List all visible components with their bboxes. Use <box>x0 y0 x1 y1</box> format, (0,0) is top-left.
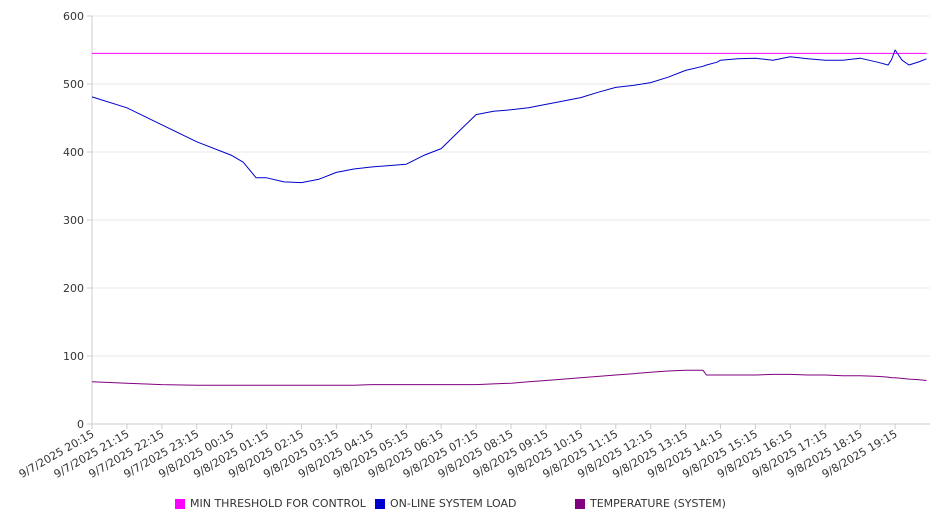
legend-label-online-load: ON-LINE SYSTEM LOAD <box>390 497 517 510</box>
y-tick-label-300: 300 <box>63 214 84 227</box>
legend: MIN THRESHOLD FOR CONTROL ON-LINE SYSTEM… <box>0 497 946 515</box>
legend-swatch-online-load <box>375 498 385 509</box>
y-tick-label-200: 200 <box>63 282 84 295</box>
legend-item-min-threshold[interactable]: MIN THRESHOLD FOR CONTROL <box>175 497 366 510</box>
legend-item-temperature[interactable]: TEMPERATURE (SYSTEM) <box>575 497 726 510</box>
grid-lines <box>92 15 930 357</box>
legend-label-min-threshold: MIN THRESHOLD FOR CONTROL <box>190 497 366 510</box>
y-tick-label-100: 100 <box>63 350 84 363</box>
series-lines <box>91 49 927 386</box>
y-tick-label-500: 500 <box>63 78 84 91</box>
legend-swatch-temperature <box>575 498 585 509</box>
series-line-online-load <box>91 49 927 184</box>
legend-item-online-load[interactable]: ON-LINE SYSTEM LOAD <box>375 497 516 510</box>
y-tick-label-0: 0 <box>77 418 84 431</box>
y-axis-ticks: 0 100 200 300 400 500 600 <box>63 10 92 431</box>
x-axis-ticks: 9/7/2025 20:159/7/2025 21:159/7/2025 22:… <box>17 424 900 481</box>
y-tick-label-400: 400 <box>63 146 84 159</box>
y-tick-label-600: 600 <box>63 10 84 23</box>
legend-swatch-min-threshold <box>175 498 185 509</box>
legend-label-temperature: TEMPERATURE (SYSTEM) <box>590 497 726 510</box>
series-line-temperature <box>91 369 927 386</box>
